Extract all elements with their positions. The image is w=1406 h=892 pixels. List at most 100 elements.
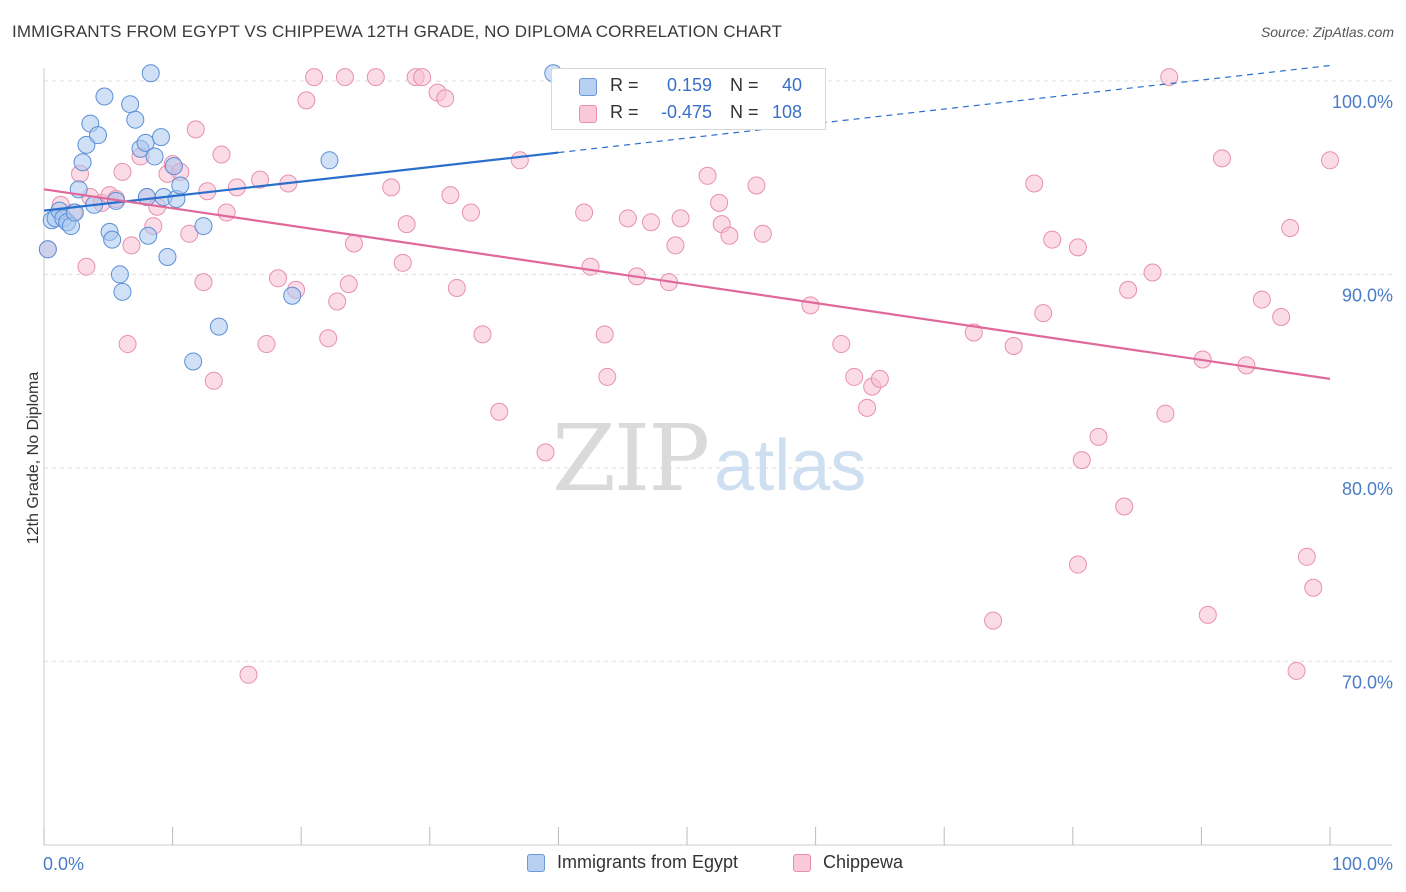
egypt-point — [95, 87, 114, 106]
chippewa-point — [305, 68, 324, 87]
watermark: ZIPatlas — [552, 405, 866, 512]
egypt-point — [136, 133, 155, 152]
egypt-point — [110, 265, 129, 284]
egypt-point — [283, 286, 302, 305]
series-chippewa — [38, 68, 1339, 684]
chippewa-point — [1089, 427, 1108, 446]
stats-r-value-chippewa: -0.475 — [660, 102, 712, 122]
chippewa-point — [1304, 578, 1323, 597]
chippewa-point — [666, 236, 685, 255]
axes — [43, 68, 1392, 846]
series-immigrants-from-egypt — [38, 64, 563, 371]
chippewa-point — [964, 323, 983, 342]
trend-lines — [43, 64, 1331, 380]
stats-n-value-chippewa: 108 — [771, 102, 802, 122]
legend-swatch-chippewa — [793, 853, 811, 872]
chippewa-point — [598, 367, 617, 386]
egypt-point — [164, 157, 183, 176]
egypt-point — [209, 317, 228, 336]
chippewa-point — [870, 369, 889, 388]
chippewa-point — [1272, 307, 1291, 326]
legend-swatch-egypt — [527, 853, 545, 872]
chippewa-point — [251, 170, 270, 189]
chippewa-point — [186, 120, 205, 139]
y-tick-label: 100.0% — [1332, 92, 1393, 112]
egypt-point — [171, 176, 190, 195]
chippewa-point — [1281, 219, 1300, 238]
y-axis-title: 12th Grade, No Diploma — [25, 372, 42, 545]
egypt-point — [194, 217, 213, 236]
chippewa-point — [194, 273, 213, 292]
chippewa-point — [118, 335, 137, 354]
chippewa-point — [618, 209, 637, 228]
chippewa-point — [212, 145, 231, 164]
egypt-point — [141, 64, 160, 83]
chippewa-point — [1252, 290, 1271, 309]
egypt-point — [113, 282, 132, 301]
egypt-point — [89, 126, 108, 145]
chippewa-point — [393, 253, 412, 272]
stats-n-value-egypt: 40 — [781, 75, 802, 95]
chippewa-point — [490, 402, 509, 421]
chippewa-point — [366, 68, 385, 87]
chippewa-point — [747, 176, 766, 195]
chippewa-point — [1156, 404, 1175, 423]
chippewa-point — [1004, 336, 1023, 355]
egypt-point — [145, 147, 164, 166]
chippewa-point — [720, 226, 739, 245]
egypt-point — [184, 352, 203, 371]
chippewa-point — [328, 292, 347, 311]
chippewa-point — [113, 162, 132, 181]
chippewa-point — [1287, 661, 1306, 680]
chippewa-point — [595, 325, 614, 344]
egypt-point — [103, 230, 122, 249]
chippewa-point — [180, 224, 199, 243]
chippewa-point — [1068, 555, 1087, 574]
chippewa-point — [122, 236, 141, 255]
chart-title: IMMIGRANTS FROM EGYPT VS CHIPPEWA 12TH G… — [12, 22, 782, 41]
egypt-trend-extension — [558, 64, 1331, 154]
chippewa-point — [239, 665, 258, 684]
chippewa-point — [1143, 263, 1162, 282]
chippewa-point — [698, 166, 717, 185]
chippewa-point — [845, 367, 864, 386]
egypt-point — [121, 95, 140, 114]
watermark-atlas: atlas — [714, 426, 867, 506]
x-tick-label-max: 100.0% — [1332, 854, 1393, 874]
chippewa-point — [1297, 547, 1316, 566]
chippewa-point — [1072, 451, 1091, 470]
chippewa-point — [461, 203, 480, 222]
chippewa-point — [575, 203, 594, 222]
chippewa-point — [984, 611, 1003, 630]
legend: Immigrants from Egypt Chippewa — [0, 852, 1406, 878]
chippewa-point — [473, 325, 492, 344]
chippewa-point — [1043, 230, 1062, 249]
chippewa-point — [1119, 280, 1138, 299]
stats-n-label: N = — [730, 75, 759, 95]
chippewa-point — [1115, 497, 1134, 516]
chippewa-point — [671, 209, 690, 228]
egypt-point — [139, 226, 158, 245]
egypt-point — [158, 248, 177, 267]
chippewa-point — [382, 178, 401, 197]
chippewa-point — [753, 224, 772, 243]
egypt-point — [77, 135, 96, 154]
legend-item-egypt[interactable]: Immigrants from Egypt — [527, 852, 738, 873]
chippewa-point — [1025, 174, 1044, 193]
stats-n-label: N = — [730, 102, 759, 122]
chippewa-point — [510, 151, 529, 170]
stats-row-egypt: R = 0.159 N = 40 — [552, 75, 825, 99]
stats-r-label: R = — [610, 75, 639, 95]
y-tick-labels: 100.0% 90.0% 80.0% 70.0% — [1332, 92, 1393, 692]
chippewa-point — [297, 91, 316, 110]
chippewa-point — [436, 89, 455, 108]
egypt-trend-line — [43, 151, 559, 212]
chippewa-point — [413, 68, 432, 87]
egypt-point — [38, 240, 57, 259]
legend-item-chippewa[interactable]: Chippewa — [793, 852, 903, 873]
chippewa-point — [441, 186, 460, 205]
legend-label-chippewa: Chippewa — [823, 852, 904, 872]
chippewa-point — [1160, 68, 1179, 87]
stats-legend: R = 0.159 N = 40 R = -0.475 N = 108 — [551, 68, 826, 130]
egypt-point — [320, 151, 339, 170]
